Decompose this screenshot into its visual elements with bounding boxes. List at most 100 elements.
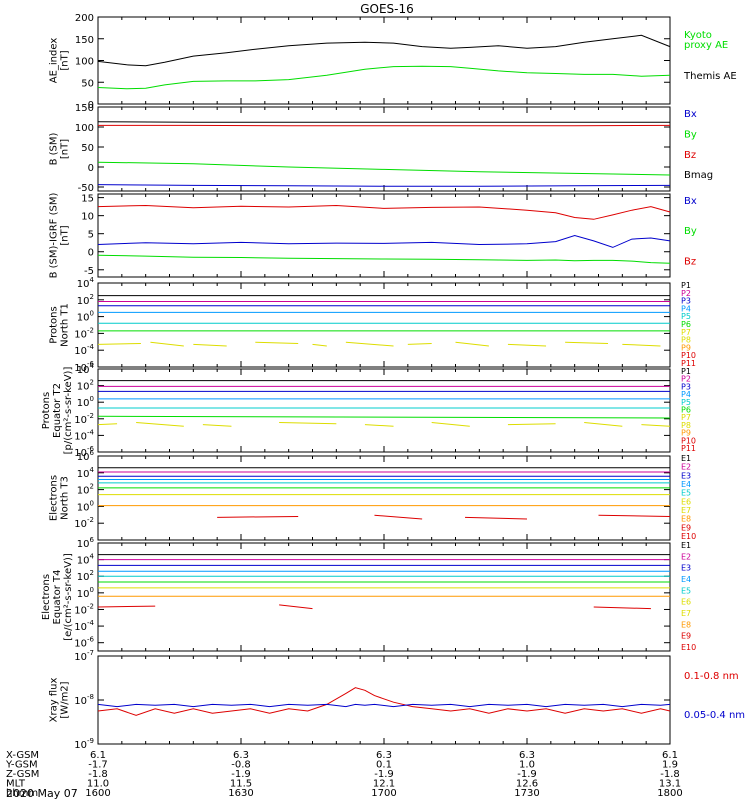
series-line bbox=[98, 688, 670, 716]
y-tick-label: 10-2 bbox=[74, 412, 94, 426]
legend-entry: E9 bbox=[681, 523, 691, 532]
series-segment bbox=[279, 423, 336, 424]
y-tick-label: 0 bbox=[88, 163, 94, 174]
series-segment bbox=[456, 342, 489, 346]
series-segment bbox=[313, 344, 327, 346]
y-tick-label: 50 bbox=[81, 78, 94, 89]
legend-entry: E2 bbox=[681, 463, 691, 472]
legend-entry: E4 bbox=[681, 575, 691, 584]
y-axis-label: Protons bbox=[41, 392, 52, 429]
series-segment bbox=[203, 425, 232, 427]
y-tick-label: 102 bbox=[77, 569, 94, 583]
series-segment bbox=[408, 343, 432, 344]
series-segment bbox=[432, 423, 470, 427]
series-segment bbox=[255, 342, 298, 343]
legend-entry: proxy AE bbox=[684, 40, 728, 51]
y-axis-label: [W/m2] bbox=[60, 681, 71, 718]
y-axis-label: [nT] bbox=[60, 139, 71, 159]
orbit-value: 1630 bbox=[228, 788, 253, 799]
series-segment bbox=[641, 425, 670, 427]
y-tick-label: 104 bbox=[77, 466, 95, 480]
series-line bbox=[98, 206, 670, 220]
y-axis-label: [nT] bbox=[60, 50, 71, 70]
y-axis-label: Xray flux bbox=[49, 678, 60, 723]
orbit-value: 1730 bbox=[514, 788, 539, 799]
legend-entry: E7 bbox=[681, 609, 691, 618]
y-tick-label: 0 bbox=[88, 248, 94, 259]
series-segment bbox=[98, 343, 141, 344]
date-label: 2020 May 07 bbox=[6, 787, 78, 800]
legend-entry: 0.05-0.4 nm bbox=[684, 710, 745, 721]
panel-frame bbox=[98, 107, 670, 191]
legend-entry: E10 bbox=[681, 532, 696, 541]
y-tick-label: 106 bbox=[77, 449, 95, 463]
legend-entry: E6 bbox=[681, 497, 691, 506]
series-segment bbox=[622, 344, 660, 346]
series-segment bbox=[594, 607, 651, 609]
series-segment bbox=[193, 344, 226, 346]
y-tick-label: 100 bbox=[77, 395, 94, 409]
series-segment bbox=[584, 423, 622, 427]
y-axis-label: B (SM) bbox=[49, 132, 60, 165]
legend-entry: Bz bbox=[684, 150, 696, 161]
legend-entry: E5 bbox=[681, 489, 691, 498]
series-segment bbox=[374, 515, 422, 519]
legend-entry: E1 bbox=[681, 454, 691, 463]
y-tick-label: 10-9 bbox=[74, 737, 94, 751]
y-tick-label: 104 bbox=[77, 553, 95, 567]
y-tick-label: 100 bbox=[77, 310, 94, 324]
series-segment bbox=[98, 424, 117, 425]
y-axis-label: Electrons bbox=[49, 475, 60, 521]
legend-entry: E1 bbox=[681, 541, 691, 550]
y-axis-label: [nT] bbox=[60, 225, 71, 245]
y-axis-label: Protons bbox=[49, 306, 60, 343]
legend-entry: E2 bbox=[681, 552, 691, 561]
y-axis-label: Electrons bbox=[41, 574, 52, 620]
y-tick-label: 10-7 bbox=[74, 649, 94, 663]
legend-entry: E8 bbox=[681, 620, 691, 629]
legend-entry: Bmag bbox=[684, 170, 713, 181]
series-segment bbox=[508, 424, 556, 425]
legend-entry: By bbox=[684, 226, 697, 237]
y-axis-label: North T1 bbox=[60, 303, 71, 347]
series-segment bbox=[279, 605, 312, 609]
series-line bbox=[98, 416, 670, 418]
legend-entry: E9 bbox=[681, 632, 691, 641]
y-axis-label: North T3 bbox=[60, 476, 71, 520]
y-tick-label: 150 bbox=[75, 35, 94, 46]
legend-entry: P11 bbox=[681, 444, 696, 453]
series-segment bbox=[136, 423, 184, 427]
legend-entry: E5 bbox=[681, 586, 691, 595]
y-tick-label: 102 bbox=[77, 483, 94, 497]
panel-frame bbox=[98, 369, 670, 452]
panel-frame bbox=[98, 194, 670, 277]
panel-frame bbox=[98, 17, 670, 104]
series-line bbox=[98, 704, 670, 706]
legend-entry: Bz bbox=[684, 256, 696, 267]
y-tick-label: 150 bbox=[75, 103, 94, 114]
y-axis-label: [p/(cm²-s-sr-keV)] bbox=[63, 367, 74, 455]
y-axis-label: [e/(cm²-s-sr-keV)] bbox=[63, 553, 74, 641]
y-tick-label: 100 bbox=[75, 123, 94, 134]
panel-frame bbox=[98, 656, 670, 744]
orbit-value: 1800 bbox=[657, 788, 682, 799]
panel-frame bbox=[98, 456, 670, 540]
legend-entry: E3 bbox=[681, 564, 691, 573]
series-line bbox=[98, 255, 670, 263]
y-tick-label: 10-2 bbox=[74, 602, 94, 616]
y-tick-label: 102 bbox=[77, 379, 94, 393]
y-tick-label: 10-4 bbox=[74, 619, 94, 633]
orbit-value: 1600 bbox=[85, 788, 110, 799]
y-axis-label: AE_index bbox=[49, 38, 60, 84]
legend-entry: E6 bbox=[681, 598, 691, 607]
series-segment bbox=[150, 342, 183, 346]
y-tick-label: 50 bbox=[81, 143, 94, 154]
